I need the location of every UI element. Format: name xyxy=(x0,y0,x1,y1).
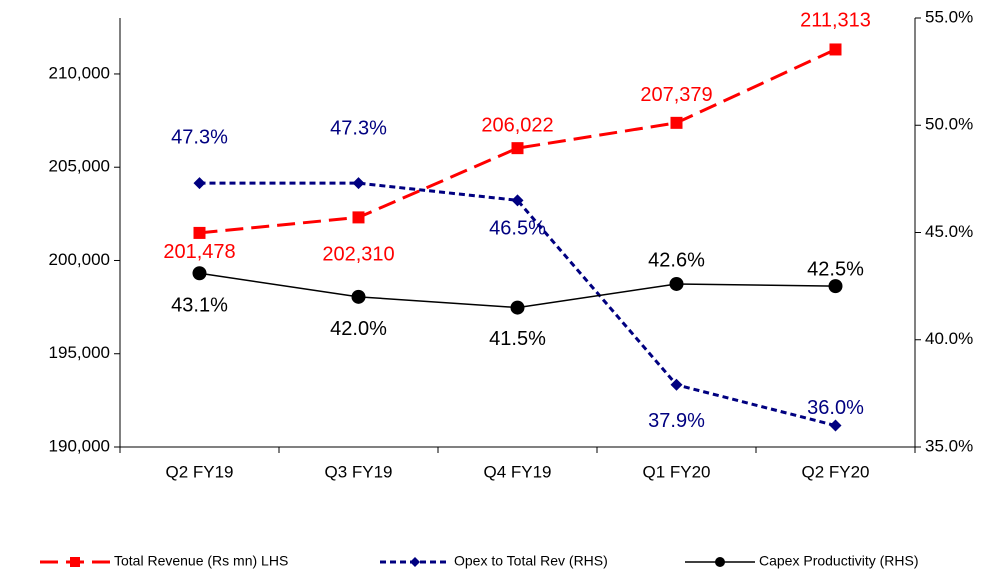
legend-marker xyxy=(70,557,80,567)
y-tick-label: 205,000 xyxy=(49,157,110,176)
marker xyxy=(511,194,524,207)
data-label: 202,310 xyxy=(322,244,394,266)
series-line xyxy=(199,48,837,235)
marker xyxy=(511,142,524,155)
y-tick-label: 195,000 xyxy=(49,343,110,362)
marker xyxy=(352,211,365,224)
y2-tick-label: 45.0% xyxy=(925,222,973,241)
marker xyxy=(192,266,207,281)
y2-tick-label: 40.0% xyxy=(925,329,973,348)
legend-label: Opex to Total Rev (RHS) xyxy=(454,553,608,569)
marker xyxy=(351,289,366,304)
y2-tick-label: 50.0% xyxy=(925,115,973,134)
x-tick-label: Q2 FY19 xyxy=(165,462,233,481)
y2-tick-label: 55.0% xyxy=(925,7,973,26)
data-label: 42.0% xyxy=(330,318,387,340)
marker xyxy=(352,177,365,190)
data-label: 211,313 xyxy=(800,10,871,32)
marker xyxy=(670,378,683,391)
x-tick-label: Q3 FY19 xyxy=(324,462,392,481)
x-tick-label: Q2 FY20 xyxy=(801,462,869,481)
y-tick-label: 190,000 xyxy=(49,436,110,455)
x-tick-label: Q1 FY20 xyxy=(642,462,710,481)
legend-label: Capex Productivity (RHS) xyxy=(759,553,919,569)
marker xyxy=(510,300,525,315)
y-tick-label: 210,000 xyxy=(49,63,110,82)
legend-label: Total Revenue (Rs mn) LHS xyxy=(114,553,288,569)
data-label: 42.5% xyxy=(807,258,864,280)
data-label: 47.3% xyxy=(171,126,228,148)
marker xyxy=(193,226,206,239)
marker xyxy=(828,279,843,294)
data-label: 42.6% xyxy=(648,249,705,271)
marker xyxy=(669,276,684,291)
data-label: 43.1% xyxy=(171,295,228,317)
legend-marker xyxy=(715,557,725,567)
data-label: 201,478 xyxy=(163,241,235,263)
data-label: 37.9% xyxy=(648,410,705,432)
marker xyxy=(829,419,842,432)
data-label: 36.0% xyxy=(807,397,864,419)
x-tick-label: Q4 FY19 xyxy=(483,462,551,481)
y-tick-label: 200,000 xyxy=(49,250,110,269)
y2-tick-label: 35.0% xyxy=(925,436,973,455)
data-label: 41.5% xyxy=(489,328,546,350)
marker xyxy=(193,177,206,190)
data-label: 207,379 xyxy=(640,84,712,106)
marker xyxy=(670,116,683,129)
data-label: 46.5% xyxy=(489,218,546,240)
legend-marker xyxy=(410,557,420,567)
marker xyxy=(829,43,842,56)
series-line xyxy=(199,181,836,428)
data-label: 47.3% xyxy=(330,117,387,139)
data-label: 206,022 xyxy=(481,114,553,136)
